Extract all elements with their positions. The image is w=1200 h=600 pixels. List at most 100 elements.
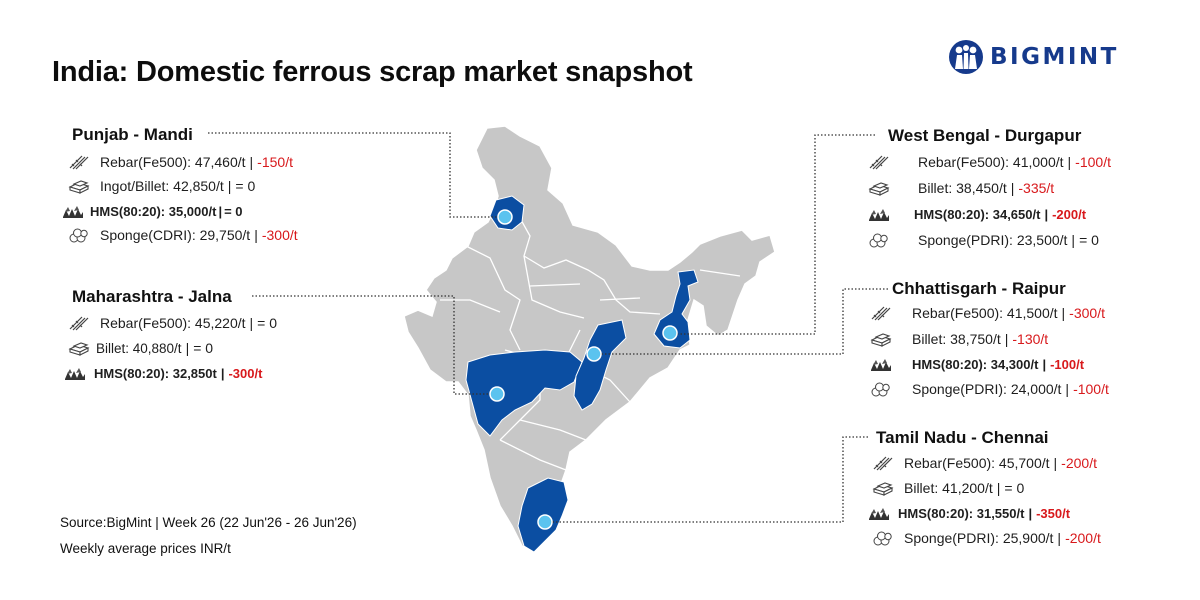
marker-jalna <box>489 386 505 402</box>
rebar-icon <box>68 154 90 170</box>
row-tamil-nadu-hms: HMS(80:20): 31,550/t | -350/t <box>868 505 1070 521</box>
sponge-iron-icon <box>868 232 890 248</box>
row-chhattisgarh-hms: HMS(80:20): 34,300/t | -100/t <box>870 356 1084 372</box>
row-change: = 0 <box>1004 480 1025 496</box>
row-change: -100/t <box>1050 356 1085 372</box>
row-value: Ingot/Billet: 42,850/t <box>100 178 224 194</box>
source-note: Source:BigMint | Week 26 (22 Jun'26 - 26… <box>60 515 357 530</box>
rebar-icon <box>868 154 890 170</box>
sponge-iron-icon <box>68 227 90 243</box>
hms-scrap-icon <box>870 356 892 372</box>
row-value: HMS(80:20): 32,850t <box>94 365 217 381</box>
panel-title-maharashtra: Maharashtra - Jalna <box>72 287 232 306</box>
units-note: Weekly average prices INR/t <box>60 541 231 556</box>
row-value: Rebar(Fe500): 41,000/t <box>918 154 1064 170</box>
row-punjab-rebar: Rebar(Fe500): 47,460/t | -150/t <box>68 154 293 170</box>
billet-icon <box>872 480 894 496</box>
row-change: -300/t <box>228 365 263 381</box>
row-change: = 0 <box>193 340 214 356</box>
row-change: -130/t <box>1012 331 1049 347</box>
connector-lines <box>208 132 888 523</box>
row-punjab-billet: Ingot/Billet: 42,850/t | = 0 <box>68 178 255 194</box>
row-chhattisgarh-billet: Billet: 38,750/t | -130/t <box>870 331 1048 347</box>
rebar-icon <box>872 455 894 471</box>
marker-chennai <box>537 514 553 530</box>
billet-icon <box>868 180 890 196</box>
billet-icon <box>68 340 90 356</box>
hms-scrap-icon <box>62 203 84 219</box>
row-value: HMS(80:20): 35,000/t <box>90 203 217 219</box>
row-change: = 0 <box>257 315 278 331</box>
row-maharashtra-hms: HMS(80:20): 32,850t | -300/t <box>64 365 262 381</box>
row-value: Billet: 41,200/t <box>904 480 993 496</box>
panel-title-west-bengal: West Bengal - Durgapur <box>888 126 1082 145</box>
row-value: Billet: 38,450/t <box>918 180 1007 196</box>
row-change: -300/t <box>1069 305 1105 321</box>
row-value: HMS(80:20): 34,300/t <box>912 356 1039 372</box>
billet-icon <box>870 331 892 347</box>
row-west-bengal-rebar: Rebar(Fe500): 41,000/t | -100/t <box>868 154 1111 170</box>
row-tamil-nadu-rebar: Rebar(Fe500): 45,700/t | -200/t <box>872 455 1097 471</box>
sponge-iron-icon <box>872 530 894 546</box>
india-landmass <box>403 125 776 553</box>
hms-scrap-icon <box>64 365 86 381</box>
row-maharashtra-rebar: Rebar(Fe500): 45,220/t | = 0 <box>68 315 277 331</box>
row-value: Rebar(Fe500): 45,220/t <box>100 315 246 331</box>
state-maharashtra <box>465 349 583 437</box>
row-change: -350/t <box>1036 505 1071 521</box>
bigmint-logo-text: BIGMINT <box>990 44 1119 70</box>
row-maharashtra-billet: Billet: 40,880/t | = 0 <box>68 340 213 356</box>
row-value: HMS(80:20): 34,650/t <box>914 206 1041 222</box>
panel-title-tamil-nadu: Tamil Nadu - Chennai <box>876 428 1049 447</box>
row-chhattisgarh-rebar: Rebar(Fe500): 41,500/t | -300/t <box>870 305 1105 321</box>
row-change: -100/t <box>1073 381 1109 397</box>
row-value: Rebar(Fe500): 45,700/t <box>904 455 1050 471</box>
row-tamil-nadu-billet: Billet: 41,200/t | = 0 <box>872 480 1024 496</box>
row-value: HMS(80:20): 31,550/t <box>898 505 1025 521</box>
marker-mandi <box>497 209 513 225</box>
row-value: Sponge(PDRI): 24,000/t <box>912 381 1062 397</box>
row-change: -335/t <box>1018 180 1055 196</box>
marker-raipur <box>586 346 602 362</box>
state-chhattisgarh <box>573 319 627 411</box>
row-change: -200/t <box>1052 206 1087 222</box>
hms-scrap-icon <box>868 505 890 521</box>
page-title: India: Domestic ferrous scrap market sna… <box>52 56 693 88</box>
row-value: Sponge(PDRI): 25,900/t <box>904 530 1054 546</box>
row-value: Billet: 40,880/t <box>96 340 182 356</box>
marker-durgapur <box>662 325 678 341</box>
row-change: = 0 <box>1079 232 1099 248</box>
row-value: Rebar(Fe500): 47,460/t <box>100 154 246 170</box>
row-west-bengal-sponge: Sponge(PDRI): 23,500/t | = 0 <box>868 232 1099 248</box>
hms-scrap-icon <box>868 206 890 222</box>
row-west-bengal-hms: HMS(80:20): 34,650/t | -200/t <box>868 206 1086 222</box>
sponge-iron-icon <box>870 381 892 397</box>
billet-icon <box>68 178 90 194</box>
bigmint-logo-icon <box>949 40 983 74</box>
row-value: Sponge(CDRI): 29,750/t <box>100 227 251 243</box>
city-markers <box>489 209 678 530</box>
row-value: Billet: 38,750/t <box>912 331 1001 347</box>
panel-title-chhattisgarh: Chhattisgarh - Raipur <box>892 279 1066 298</box>
row-west-bengal-billet: Billet: 38,450/t | -335/t <box>868 180 1054 196</box>
row-punjab-sponge: Sponge(CDRI): 29,750/t | -300/t <box>68 227 298 243</box>
row-change: -100/t <box>1075 154 1111 170</box>
connector-chhattisgarh <box>594 288 888 355</box>
row-change: -200/t <box>1065 530 1101 546</box>
row-tamil-nadu-sponge: Sponge(PDRI): 25,900/t | -200/t <box>872 530 1101 546</box>
row-change: = 0 <box>235 178 256 194</box>
row-change: -150/t <box>257 154 293 170</box>
rebar-icon <box>68 315 90 331</box>
panel-title-punjab: Punjab - Mandi <box>72 125 193 144</box>
row-value: Sponge(PDRI): 23,500/t <box>918 232 1068 248</box>
rebar-icon <box>870 305 892 321</box>
row-change: -300/t <box>261 227 298 243</box>
row-value: Rebar(Fe500): 41,500/t <box>912 305 1058 321</box>
row-change: = 0 <box>224 203 243 219</box>
bigmint-logo: BIGMINT <box>948 36 1119 78</box>
row-change: -200/t <box>1061 455 1097 471</box>
connector-tamil-nadu <box>545 436 868 523</box>
connector-punjab <box>208 132 505 218</box>
row-punjab-hms: HMS(80:20): 35,000/t | = 0 <box>62 203 243 219</box>
